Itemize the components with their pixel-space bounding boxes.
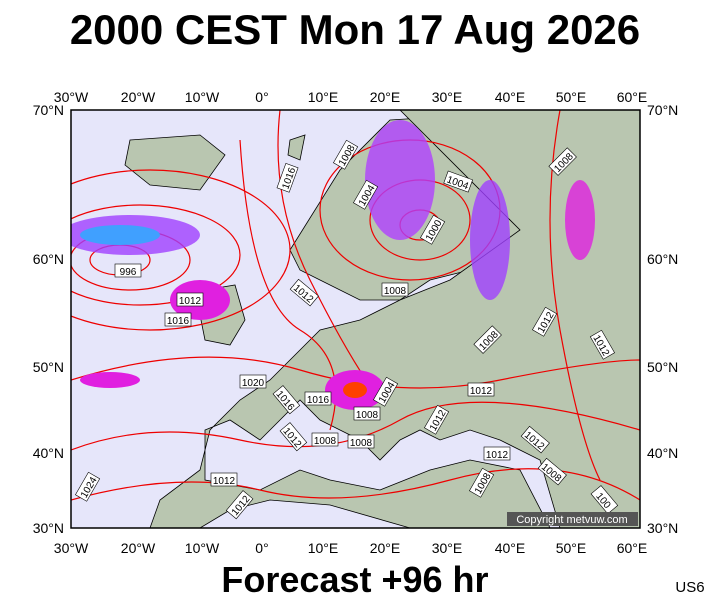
lon-label-top: 10°W — [185, 89, 220, 105]
lat-label-left: 50°N — [33, 359, 64, 375]
isobar-label-box — [272, 385, 301, 415]
isobar-label: 1012 — [483, 446, 511, 461]
forecast-label: Forecast +96 hr — [221, 559, 488, 600]
isobar-label-box — [424, 404, 450, 435]
isobar-label-box — [304, 391, 332, 406]
isobar-label: 1016 — [304, 391, 332, 406]
isobar-label-box — [347, 434, 375, 449]
lon-label-bottom: 30°W — [54, 540, 89, 556]
lon-label-bottom: 40°E — [495, 540, 526, 556]
lat-label-right: 30°N — [647, 520, 678, 536]
lon-label-bottom: 0° — [255, 540, 268, 556]
lat-label-right: 40°N — [647, 445, 678, 461]
isobar-label: 1016 — [164, 312, 192, 327]
lon-label-top: 30°E — [432, 89, 463, 105]
isobar-label-box — [210, 472, 238, 487]
isobar-label-box — [75, 471, 101, 502]
lat-label-right: 70°N — [647, 102, 678, 118]
isobar-label: 1020 — [239, 374, 267, 389]
isobar-label-box — [473, 325, 502, 354]
isobar-label-text: 1008 — [350, 438, 373, 449]
isobar-label-box — [276, 163, 299, 193]
isobar-label: 1008 — [311, 432, 339, 447]
isobar-label-text: 1016 — [307, 395, 330, 406]
copyright: Copyright metvuw.com — [516, 514, 627, 526]
isobar-label-box — [279, 422, 308, 452]
lon-label-bottom: 60°E — [617, 540, 648, 556]
lon-label-bottom: 30°E — [432, 540, 463, 556]
lat-label-left: 60°N — [33, 251, 64, 267]
isobar-label-text: 1012 — [470, 386, 493, 397]
lon-label-top: 10°E — [308, 89, 339, 105]
isobar-label-box — [164, 312, 192, 327]
lat-label-right: 60°N — [647, 251, 678, 267]
isobar-label-box — [467, 382, 495, 397]
lon-label-bottom: 20°E — [370, 540, 401, 556]
isobar-label-box — [311, 432, 339, 447]
isobar-label-box — [353, 406, 381, 421]
lon-label-top: 0° — [255, 89, 268, 105]
lon-label-top: 40°E — [495, 89, 526, 105]
isobar-label-text: 1012 — [213, 476, 236, 487]
isobar-label: 1012 — [210, 472, 238, 487]
lon-label-top: 20°W — [121, 89, 156, 105]
isobar-label: 1008 — [353, 406, 381, 421]
isobar-label-box — [483, 446, 511, 461]
isobar-label-box — [469, 467, 495, 498]
isobar-label-box — [239, 374, 267, 389]
lat-label-right: 50°N — [647, 359, 678, 375]
isobar-label-box — [590, 485, 619, 515]
isobar-label: 996 — [114, 263, 142, 278]
isobar-label-box — [537, 457, 567, 486]
isobar-label-box — [114, 263, 142, 278]
lat-label-left: 40°N — [33, 445, 64, 461]
lat-label-left: 70°N — [33, 102, 64, 118]
isobar-label-box — [589, 329, 615, 360]
lon-label-bottom: 50°E — [556, 540, 587, 556]
isobar-label-box — [289, 278, 319, 307]
lon-label-top: 20°E — [370, 89, 401, 105]
isobar-label-text: 1008 — [384, 286, 407, 297]
isobar-label-text: 996 — [120, 267, 137, 278]
title: 2000 CEST Mon 17 Aug 2026 — [70, 6, 640, 53]
lat-label-left: 30°N — [33, 520, 64, 536]
lon-label-top: 60°E — [617, 89, 648, 105]
isobar-label-box — [381, 282, 409, 297]
isobar-label-box — [520, 425, 550, 454]
isobar-label-text: 1008 — [314, 436, 337, 447]
isobar-label-text: 1012 — [179, 296, 202, 307]
isobar-label-box — [420, 214, 446, 245]
isobar-label-box — [443, 170, 473, 193]
map-frame — [70, 109, 641, 529]
isobar-label: 1012 — [176, 292, 204, 307]
graticule-labels: 30°W 30°W 20°W 20°W 10°W 10°W 0° 0° 10°E 10°E 20°E… — [33, 89, 679, 556]
isobar-label-box — [373, 376, 399, 407]
isobar-label-box — [548, 147, 577, 176]
isobar-label: 1012 — [467, 382, 495, 397]
lon-label-bottom: 20°W — [121, 540, 156, 556]
isobar-label-box — [333, 139, 359, 170]
isobar-label-box — [176, 292, 204, 307]
isobar-label-text: 1012 — [486, 450, 509, 461]
lon-label-top: 50°E — [556, 89, 587, 105]
lon-label-bottom: 10°W — [185, 540, 220, 556]
isobar-label: 1008 — [381, 282, 409, 297]
isobar-label-box — [532, 306, 558, 337]
isobar-label-box — [353, 179, 379, 210]
isobar-label-text: 1020 — [242, 378, 265, 389]
isobar-label-text: 1016 — [167, 316, 190, 327]
copyright-box — [507, 512, 638, 526]
isobar-label-box — [225, 490, 254, 520]
lon-label-bottom: 10°E — [308, 540, 339, 556]
lon-label-top: 30°W — [54, 89, 89, 105]
isobar-label: 1008 — [347, 434, 375, 449]
model-code: US6 — [675, 579, 704, 596]
isobar-label-text: 1008 — [356, 410, 379, 421]
